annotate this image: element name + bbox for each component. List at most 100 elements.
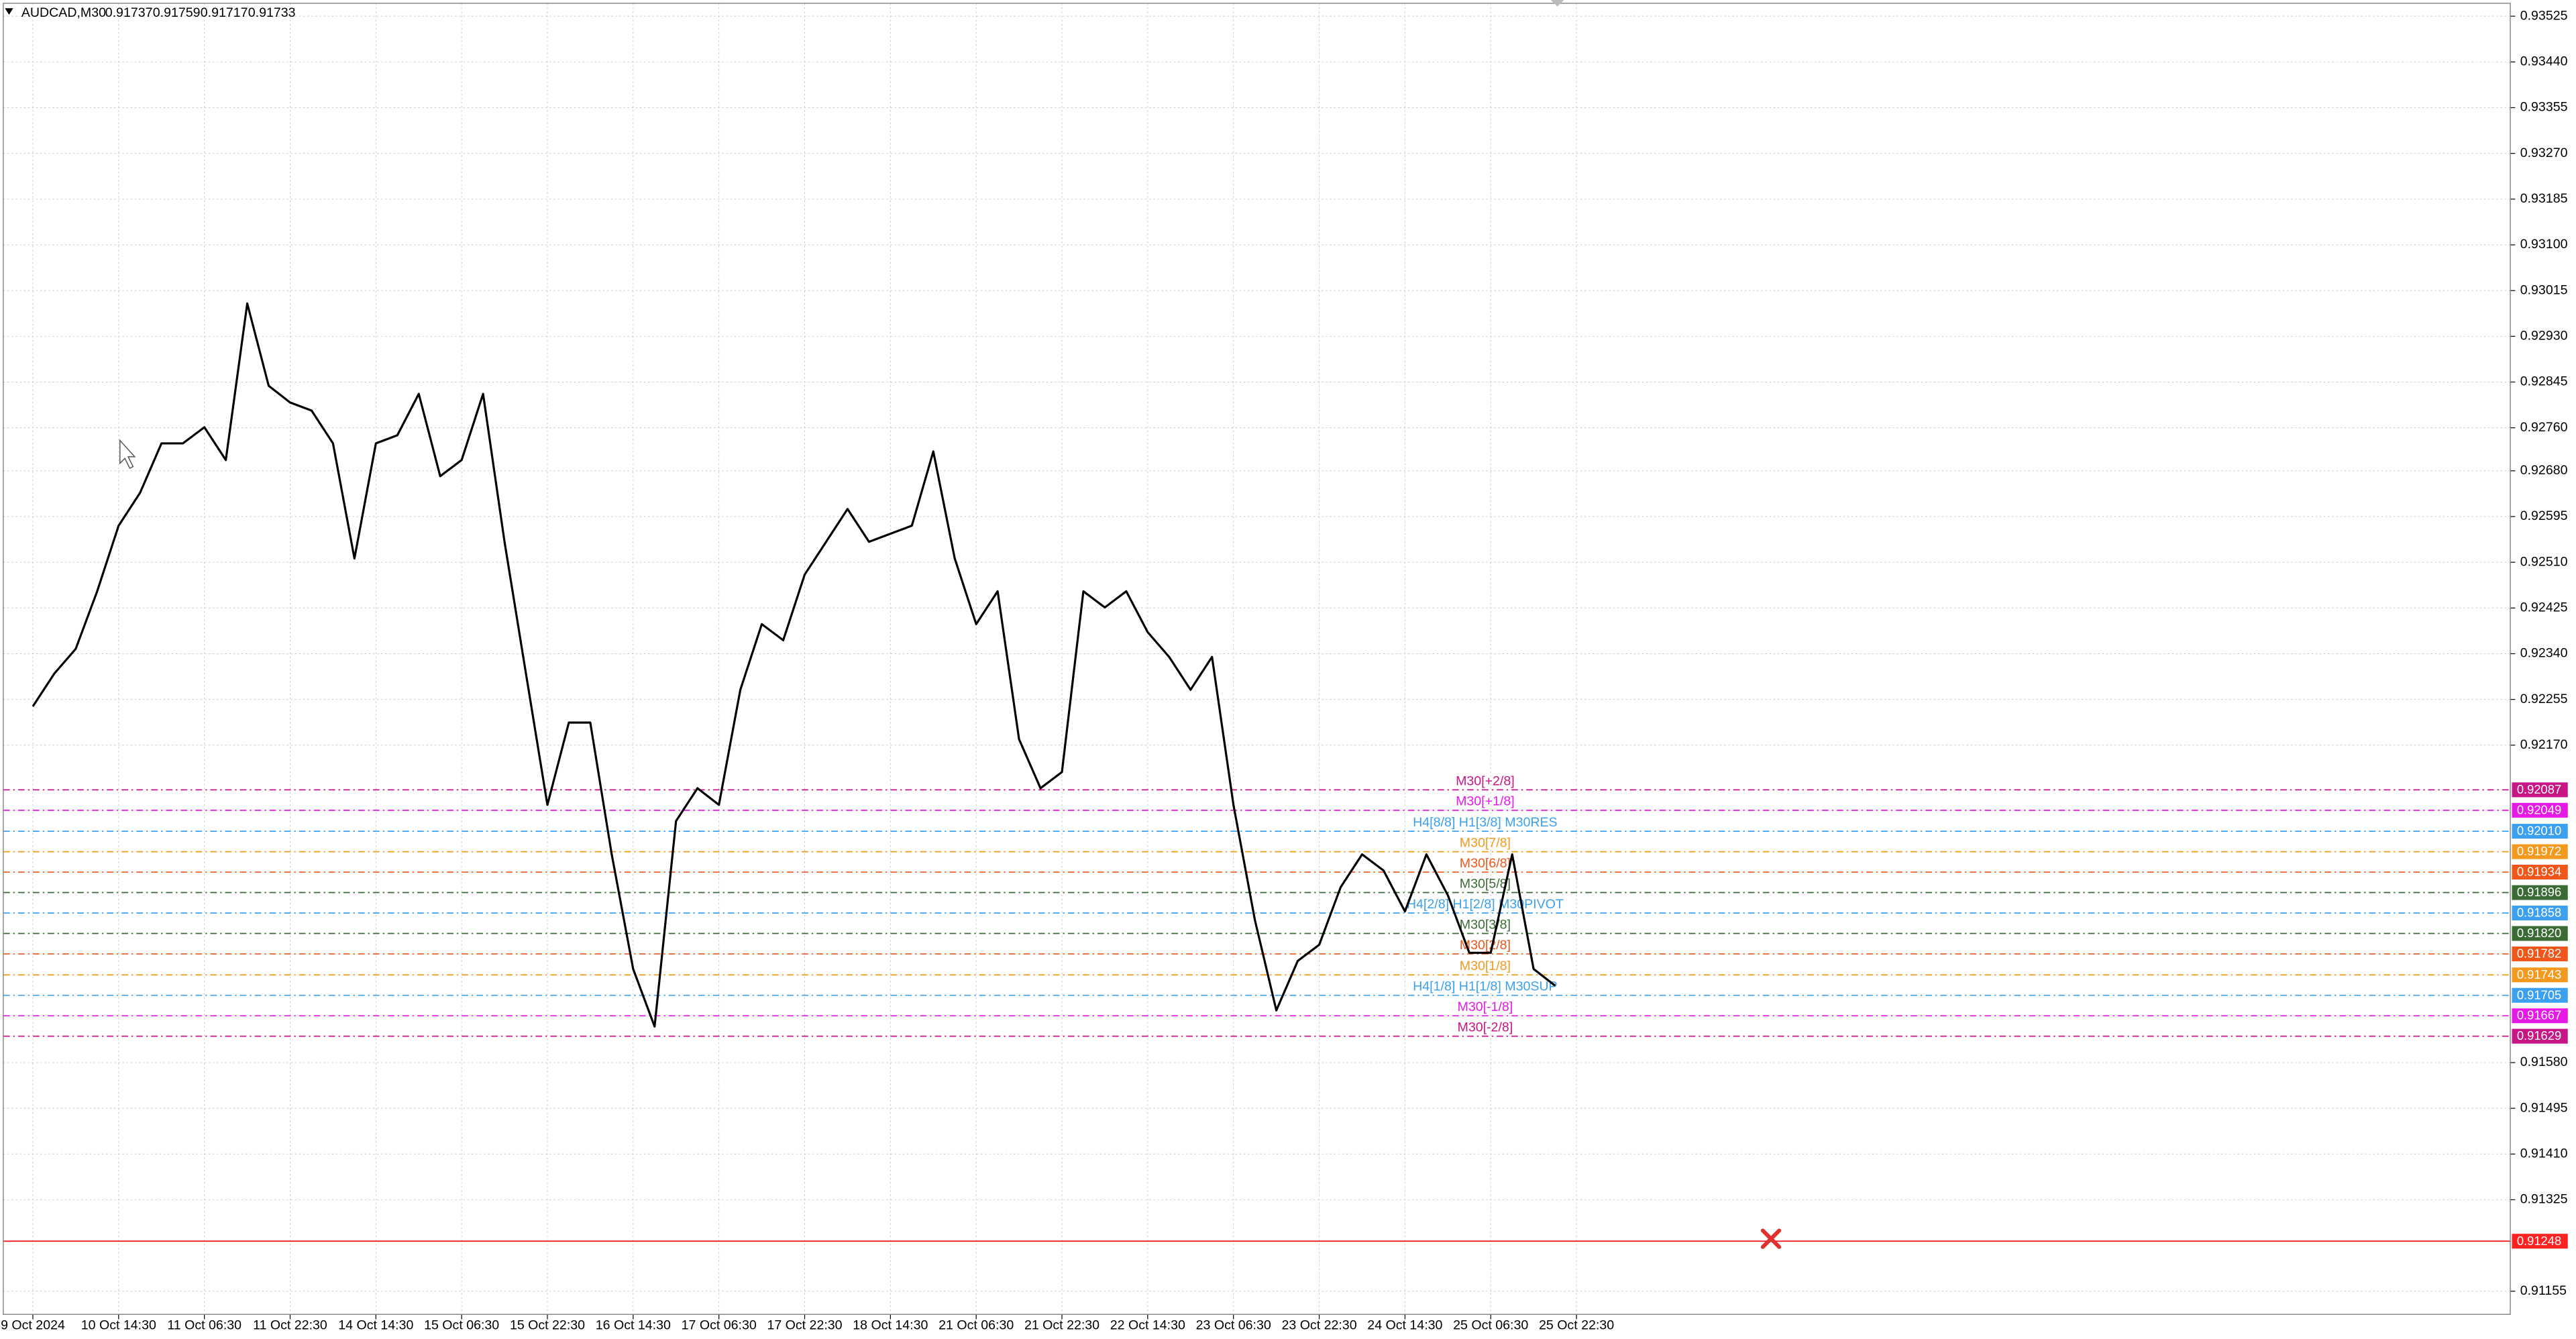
price-tag (2512, 905, 2568, 921)
level-label: M30[-1/8] (1458, 1000, 1513, 1014)
y-tick-label: 0.92760 (2520, 420, 2568, 435)
price-tag (2512, 885, 2568, 900)
y-tick-label: 0.91495 (2520, 1100, 2568, 1115)
y-tick-label: 0.92595 (2520, 508, 2568, 523)
price-tag-label: 0.91972 (2517, 844, 2561, 858)
menu-triangle (5, 8, 13, 15)
x-tick-label: 23 Oct 06:30 (1196, 1318, 1271, 1333)
price-tag-label: 0.92010 (2517, 824, 2561, 838)
scroll-marker (1550, 0, 1564, 7)
price-tag-label: 0.91705 (2517, 987, 2561, 1002)
x-tick-label: 25 Oct 22:30 (1539, 1318, 1614, 1333)
x-tick-label: 10 Oct 14:30 (81, 1318, 156, 1333)
ohlc-value: 0.91733 (248, 5, 296, 20)
price-tag-label: 0.91934 (2517, 865, 2561, 879)
x-tick-label: 17 Oct 22:30 (767, 1318, 842, 1333)
y-tick-label: 0.93100 (2520, 237, 2568, 252)
level-label: H4[1/8] H1[1/8] M30SUP (1413, 979, 1557, 994)
symbol: AUDCAD,M30 (21, 5, 106, 20)
y-tick-label: 0.93270 (2520, 146, 2568, 160)
level-label: M30[1/8] (1460, 959, 1511, 973)
price-tag-label: 0.91820 (2517, 926, 2561, 940)
level-label: M30[+1/8] (1456, 794, 1515, 809)
x-tick-label: 23 Oct 22:30 (1281, 1318, 1356, 1333)
x-tick-label: 11 Oct 22:30 (253, 1318, 327, 1333)
x-tick-label: 9 Oct 2024 (1, 1318, 65, 1333)
grid: 0.93525 0.93440 0.93355 0.93270 0.93185 0.931… (1, 3, 2568, 1333)
y-tick-label: 0.91580 (2520, 1055, 2568, 1069)
close-marker[interactable] (1760, 1228, 1782, 1249)
x-tick-label: 25 Oct 06:30 (1453, 1318, 1528, 1333)
price-tag (2512, 926, 2568, 941)
level-label: M30[6/8] (1460, 856, 1511, 871)
price-tag-label: 0.91743 (2517, 967, 2561, 981)
plot (32, 302, 1556, 1028)
price-tag-label: 0.92087 (2517, 782, 2561, 796)
x-tick-label: 17 Oct 06:30 (682, 1318, 757, 1333)
ohlc: 0.91737 0.91759 0.91717 0.91733 (105, 5, 296, 20)
x-tick-label: 24 Oct 14:30 (1367, 1318, 1442, 1333)
mouse-cursor (119, 439, 136, 469)
ohlc-value: 0.91759 (153, 5, 201, 20)
price-tag (2512, 844, 2568, 859)
levels: M30[+2/8] 0.92087 M30[+1/8] 0.92049 H4[8/8] … (3, 773, 2568, 1249)
price-line (32, 302, 1556, 1028)
y-tick-label: 0.92510 (2520, 554, 2568, 569)
x-tick-label: 16 Oct 14:30 (596, 1318, 671, 1333)
level-label: M30[2/8] (1460, 938, 1511, 953)
x-tick-label: 15 Oct 06:30 (424, 1318, 499, 1333)
x-tick-label: 11 Oct 06:30 (167, 1318, 241, 1333)
price-tag (2512, 1008, 2568, 1024)
y-tick-label: 0.92680 (2520, 463, 2568, 478)
price-tag (2512, 946, 2568, 961)
price-tag (2512, 1028, 2568, 1044)
y-tick-label: 0.91325 (2520, 1192, 2568, 1207)
close-stroke[interactable] (1760, 1228, 1782, 1249)
y-tick-label: 0.93015 (2520, 282, 2568, 297)
y-tick-label: 0.91410 (2520, 1146, 2568, 1161)
x-tick-label: 21 Oct 06:30 (938, 1318, 1014, 1333)
y-tick-label: 0.92340 (2520, 646, 2568, 661)
price-tag-label: 0.91248 (2517, 1234, 2561, 1248)
y-tick-label: 0.92845 (2520, 374, 2568, 389)
price-tag-label: 0.91896 (2517, 885, 2561, 899)
y-tick-label: 0.93185 (2520, 191, 2568, 206)
price-tag-label: 0.91667 (2517, 1008, 2561, 1022)
y-tick-label: 0.92170 (2520, 737, 2568, 752)
price-tag-label: 0.91629 (2517, 1028, 2561, 1042)
x-tick-label: 15 Oct 22:30 (510, 1318, 585, 1333)
price-tag-label: 0.91782 (2517, 947, 2561, 961)
level-label: M30[3/8] (1460, 917, 1511, 932)
level-label: M30[7/8] (1460, 836, 1511, 851)
ohlc-value: 0.91717 (201, 5, 248, 20)
level-label: H4[2/8] H1[2/8] M30PIVOT (1407, 897, 1564, 912)
y-tick-label: 0.91155 (2520, 1283, 2567, 1298)
x-tick-label: 21 Oct 22:30 (1024, 1318, 1099, 1333)
y-tick-label: 0.92425 (2520, 600, 2568, 614)
level-label: M30[+2/8] (1456, 773, 1515, 788)
y-tick-label: 0.93525 (2520, 8, 2568, 23)
y-tick-label: 0.93355 (2520, 100, 2568, 115)
plot-frame (3, 3, 2511, 1315)
price-tag (2512, 865, 2568, 880)
price-tag (2512, 802, 2568, 818)
x-tick-label: 18 Oct 14:30 (853, 1318, 928, 1333)
price-tag (2512, 1234, 2568, 1249)
y-tick-label: 0.92255 (2520, 692, 2568, 706)
x-tick-label: 22 Oct 14:30 (1110, 1318, 1185, 1333)
level-label: H4[8/8] H1[3/8] M30RES (1413, 815, 1557, 830)
y-tick-label: 0.92930 (2520, 328, 2568, 343)
y-tick-label: 0.93440 (2520, 54, 2568, 68)
price-tag-label: 0.91858 (2517, 906, 2561, 920)
price-tag (2512, 967, 2568, 983)
level-label: M30[-2/8] (1458, 1020, 1513, 1035)
ohlc-value: 0.91737 (105, 5, 153, 20)
level-label: M30[5/8] (1460, 876, 1511, 891)
x-tick-label: 14 Oct 14:30 (338, 1318, 413, 1333)
price-tag (2512, 782, 2568, 798)
price-tag-label: 0.92049 (2517, 802, 2561, 816)
price-tag (2512, 987, 2568, 1003)
